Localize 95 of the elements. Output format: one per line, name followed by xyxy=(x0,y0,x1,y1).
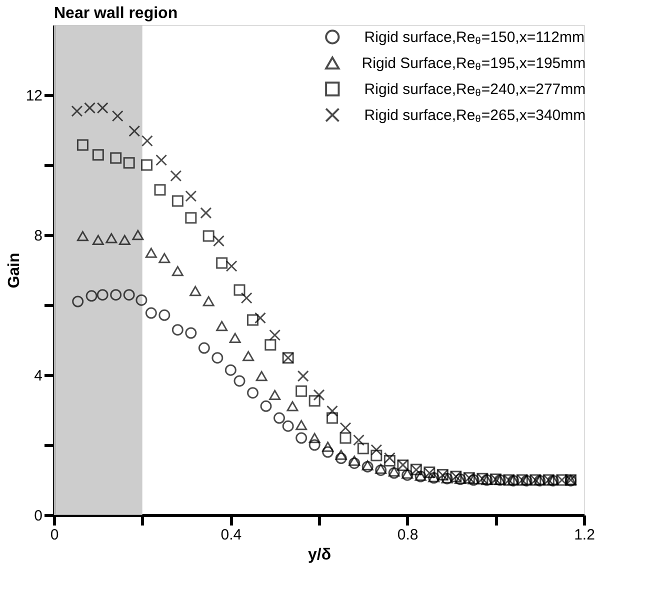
point xyxy=(172,324,184,336)
point xyxy=(264,339,276,351)
point xyxy=(158,253,170,264)
point xyxy=(76,230,88,242)
point xyxy=(202,230,214,242)
point xyxy=(172,195,184,207)
point xyxy=(202,296,214,306)
point xyxy=(384,455,396,466)
point xyxy=(198,342,210,354)
point xyxy=(234,375,246,387)
band-label: Near wall region xyxy=(54,5,178,22)
point xyxy=(185,327,197,339)
x-tick-label: 0.8 xyxy=(397,526,418,544)
point xyxy=(123,157,135,169)
point xyxy=(212,235,224,247)
point xyxy=(141,135,153,147)
point xyxy=(286,401,298,412)
point xyxy=(254,312,266,324)
point xyxy=(234,284,246,296)
point xyxy=(269,390,281,400)
point xyxy=(296,432,308,444)
point xyxy=(348,457,360,469)
point xyxy=(172,266,184,276)
point xyxy=(340,422,352,434)
point xyxy=(247,387,258,399)
point xyxy=(384,452,396,464)
point xyxy=(185,212,197,224)
point xyxy=(260,400,272,412)
point xyxy=(335,450,347,460)
point xyxy=(308,432,320,444)
point xyxy=(326,412,338,424)
point xyxy=(170,170,182,182)
point xyxy=(128,125,140,137)
point xyxy=(123,289,135,301)
y-tick-label: 4 xyxy=(34,368,42,384)
point xyxy=(247,314,258,326)
point xyxy=(141,159,152,171)
point xyxy=(76,139,88,151)
point xyxy=(185,190,197,202)
point xyxy=(313,389,325,401)
point xyxy=(200,207,212,219)
point xyxy=(92,149,104,161)
point xyxy=(296,385,308,397)
point xyxy=(357,442,369,454)
point xyxy=(348,456,360,466)
point xyxy=(335,452,347,464)
point xyxy=(224,364,236,376)
point xyxy=(145,307,157,319)
point xyxy=(132,230,144,240)
point xyxy=(226,260,238,272)
point xyxy=(118,234,130,245)
point xyxy=(370,444,382,456)
point xyxy=(72,296,84,308)
x-tick-label: 1.2 xyxy=(574,526,595,544)
point xyxy=(322,442,334,452)
point xyxy=(269,329,281,341)
point xyxy=(190,286,202,296)
point xyxy=(86,290,98,302)
y-tick-label: 8 xyxy=(34,228,42,244)
point xyxy=(136,294,148,306)
point xyxy=(242,351,254,362)
point xyxy=(370,450,382,462)
point xyxy=(156,154,168,166)
point xyxy=(240,292,252,304)
point xyxy=(256,370,268,382)
point xyxy=(71,105,83,117)
point xyxy=(282,420,294,432)
y-tick-label: 12 xyxy=(26,88,42,104)
point xyxy=(92,234,104,245)
point xyxy=(158,309,170,321)
point xyxy=(353,434,364,446)
point xyxy=(110,289,122,301)
point xyxy=(110,152,122,164)
point xyxy=(229,332,241,343)
point xyxy=(112,110,124,122)
point xyxy=(216,257,228,269)
point xyxy=(274,412,285,424)
point xyxy=(296,420,308,430)
point xyxy=(326,405,338,417)
point xyxy=(340,432,352,444)
point xyxy=(154,184,166,196)
point xyxy=(308,395,320,407)
point xyxy=(216,320,228,332)
point xyxy=(297,370,309,382)
point xyxy=(322,446,334,458)
x-tick-label: 0 xyxy=(50,526,59,544)
x-axis-title: y/δ xyxy=(308,546,332,564)
point xyxy=(212,352,224,364)
x-tick-label: 0.4 xyxy=(220,526,242,544)
y-axis-title: Gain xyxy=(6,252,23,288)
point xyxy=(145,248,157,258)
point xyxy=(308,439,320,451)
point xyxy=(106,233,118,244)
point xyxy=(96,289,108,301)
y-tick-label: 0 xyxy=(34,508,42,524)
